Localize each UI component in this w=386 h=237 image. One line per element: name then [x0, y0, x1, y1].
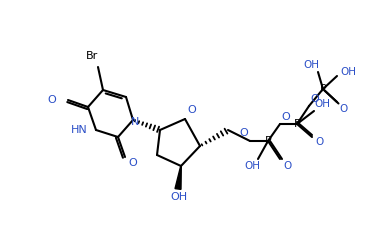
Text: O: O	[129, 158, 137, 168]
Text: OH: OH	[303, 60, 319, 70]
Text: P: P	[320, 84, 327, 94]
Text: OH: OH	[244, 161, 260, 171]
Text: O: O	[316, 137, 324, 147]
Text: P: P	[294, 119, 300, 129]
Text: HN: HN	[71, 125, 88, 135]
Text: P: P	[265, 136, 271, 146]
Text: N: N	[131, 117, 139, 127]
Text: O: O	[240, 128, 248, 138]
Text: OH: OH	[340, 67, 356, 77]
Text: O: O	[284, 161, 292, 171]
Text: O: O	[47, 95, 56, 105]
Text: Br: Br	[86, 51, 98, 61]
Polygon shape	[175, 166, 181, 189]
Text: OH: OH	[171, 192, 188, 202]
Text: O: O	[311, 94, 319, 104]
Text: O: O	[340, 104, 348, 114]
Text: OH: OH	[314, 99, 330, 109]
Text: O: O	[188, 105, 196, 115]
Text: O: O	[282, 112, 290, 122]
